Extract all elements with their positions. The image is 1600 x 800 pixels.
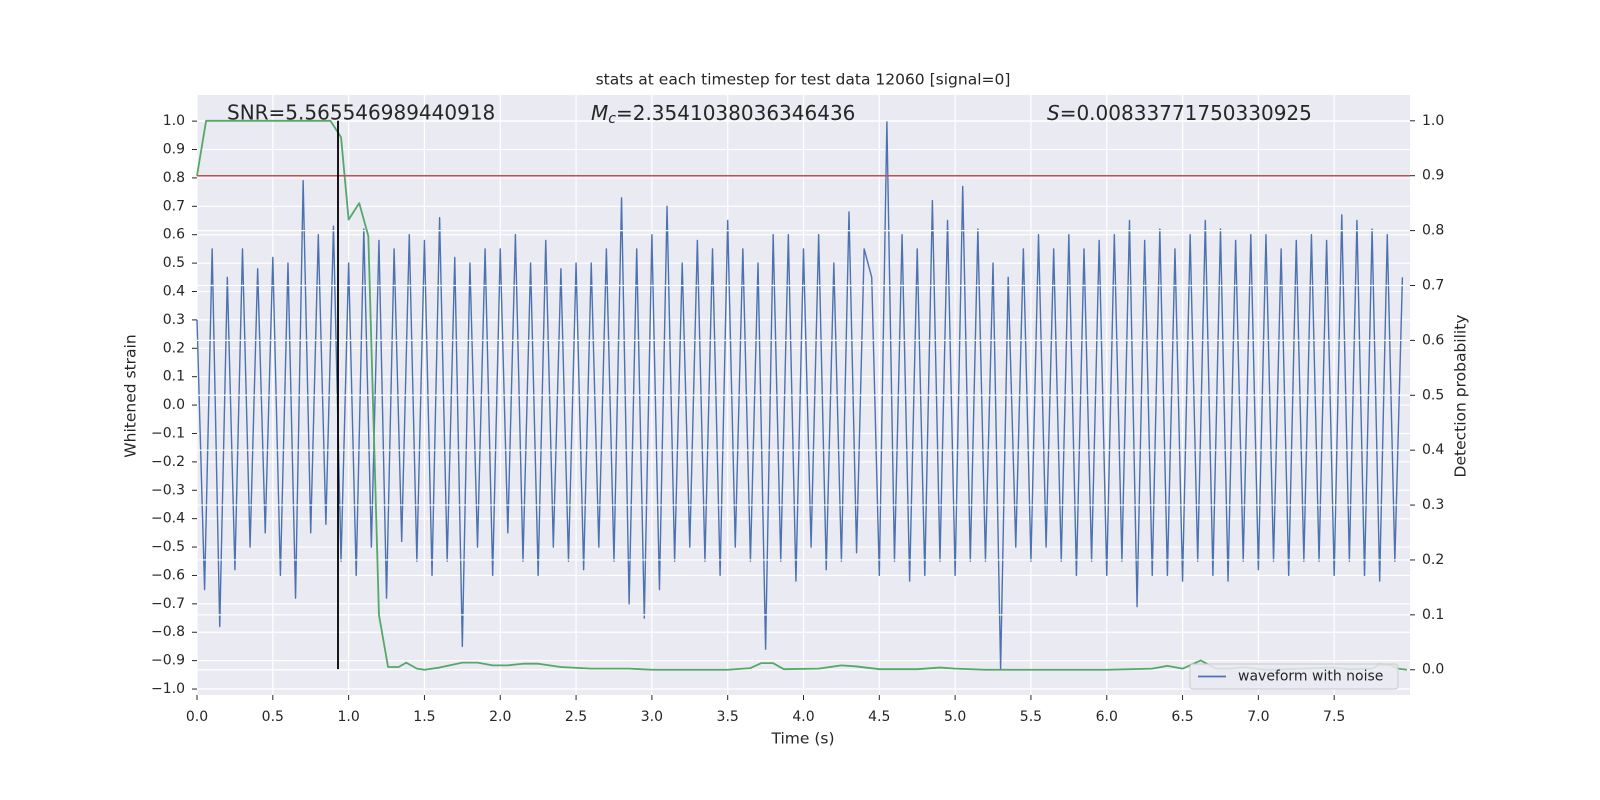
y2-tick-label: 0.5 bbox=[1422, 387, 1444, 403]
s-symbol: S bbox=[1047, 101, 1060, 125]
y-tick-label: −0.4 bbox=[151, 511, 185, 527]
x-tick-label: 6.0 bbox=[1096, 709, 1118, 725]
x-tick-label: 0.0 bbox=[186, 709, 208, 725]
y2-tick-label: 0.0 bbox=[1422, 662, 1444, 678]
y-tick-label: 0.3 bbox=[163, 312, 185, 328]
x-tick-label: 4.0 bbox=[792, 709, 814, 725]
y-tick-label: −0.8 bbox=[151, 624, 185, 640]
y-tick-label: 0.2 bbox=[163, 340, 185, 356]
y2-tick-label: 0.9 bbox=[1422, 168, 1444, 184]
mc-subscript: c bbox=[608, 111, 616, 127]
mc-symbol: M bbox=[591, 101, 608, 125]
y-tick-label: −0.2 bbox=[151, 454, 185, 470]
x-tick-label: 6.5 bbox=[1171, 709, 1193, 725]
x-tick-label: 2.0 bbox=[489, 709, 511, 725]
y-tick-label: −0.6 bbox=[151, 567, 185, 583]
y2-tick-label: 0.4 bbox=[1422, 442, 1444, 458]
y-tick-label: −0.1 bbox=[151, 425, 185, 441]
x-tick-label: 0.5 bbox=[262, 709, 284, 725]
y-tick-label: 0.0 bbox=[163, 397, 185, 413]
y2-axis-label: Detection probability bbox=[1452, 315, 1470, 478]
y-tick-label: −0.7 bbox=[151, 596, 185, 612]
y-tick-label: 0.5 bbox=[163, 255, 185, 271]
x-tick-label: 2.5 bbox=[565, 709, 587, 725]
x-axis-label: Time (s) bbox=[770, 730, 834, 748]
y2-tick-label: 0.1 bbox=[1422, 607, 1444, 623]
x-tick-label: 3.5 bbox=[717, 709, 739, 725]
x-tick-label: 7.5 bbox=[1323, 709, 1345, 725]
x-tick-label: 3.0 bbox=[641, 709, 663, 725]
y-tick-label: 0.8 bbox=[163, 170, 185, 186]
y2-tick-label: 0.2 bbox=[1422, 552, 1444, 568]
y2-tick-label: 0.3 bbox=[1422, 497, 1444, 513]
y-tick-label: 0.7 bbox=[163, 198, 185, 214]
mc-value: =2.3541038036346436 bbox=[616, 101, 855, 125]
y-tick-label: −0.9 bbox=[151, 653, 185, 669]
y-tick-label: −0.3 bbox=[151, 482, 185, 498]
legend-box bbox=[1189, 663, 1399, 690]
mc-annotation: Mc=2.3541038036346436 bbox=[591, 101, 855, 128]
x-tick-label: 5.5 bbox=[1020, 709, 1042, 725]
y2-tick-label: 0.7 bbox=[1422, 277, 1444, 293]
y-axis-label: Whitened strain bbox=[122, 334, 140, 457]
s-value: =0.00833771750330925 bbox=[1060, 101, 1312, 125]
y2-tick-label: 0.8 bbox=[1422, 223, 1444, 239]
y-tick-label: −1.0 bbox=[151, 681, 185, 697]
y-tick-label: 0.1 bbox=[163, 369, 185, 385]
y-tick-label: 0.9 bbox=[163, 142, 185, 158]
x-tick-label: 1.0 bbox=[337, 709, 359, 725]
x-tick-label: 5.0 bbox=[944, 709, 966, 725]
chart-title: stats at each timestep for test data 120… bbox=[596, 71, 1011, 89]
snr-annotation: SNR=5.565546989440918 bbox=[227, 101, 495, 125]
s-annotation: S=0.00833771750330925 bbox=[1047, 101, 1312, 125]
y-tick-label: 0.4 bbox=[163, 283, 185, 299]
y2-tick-label: 1.0 bbox=[1422, 113, 1444, 129]
x-tick-label: 7.0 bbox=[1247, 709, 1269, 725]
y-tick-label: −0.5 bbox=[151, 539, 185, 555]
legend-label: waveform with noise bbox=[1238, 669, 1383, 685]
x-tick-label: 4.5 bbox=[868, 709, 890, 725]
x-tick-label: 1.5 bbox=[413, 709, 435, 725]
y-tick-label: 0.6 bbox=[163, 227, 185, 243]
y-tick-label: 1.0 bbox=[163, 113, 185, 129]
y2-tick-label: 0.6 bbox=[1422, 332, 1444, 348]
